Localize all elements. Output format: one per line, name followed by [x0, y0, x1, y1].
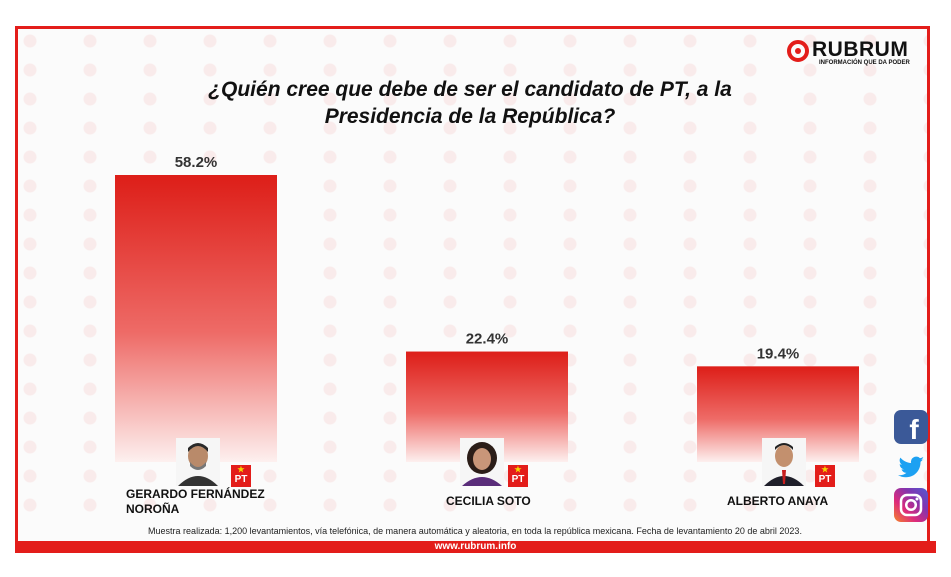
candidate-name-norona: GERARDO FERNÁNDEZ NOROÑA	[126, 487, 265, 516]
brand-tagline: INFORMACIÓN QUE DA PODER	[819, 60, 910, 66]
instagram-icon[interactable]	[894, 488, 928, 522]
rubrum-logo: RUBRUM INFORMACIÓN QUE DA PODER	[787, 38, 927, 68]
rubrum-logo-icon	[787, 40, 809, 62]
methodology-note: Muestra realizada: 1,200 levantamientos,…	[148, 526, 802, 536]
chart-title: ¿Quién cree que debe de ser el candidato…	[140, 76, 800, 130]
star-icon: ★	[821, 465, 829, 474]
svg-text:f: f	[909, 414, 919, 444]
bar-value-label-2: 22.4%	[466, 331, 509, 348]
chart-title-line2: Presidencia de la República?	[324, 105, 616, 128]
footer-url[interactable]: www.rubrum.info	[434, 541, 517, 552]
bar-1	[115, 175, 277, 462]
candidate-photo-norona	[176, 438, 220, 486]
pt-party-logo: ★ PT	[508, 465, 528, 487]
bar-value-label-3: 19.4%	[757, 345, 800, 362]
candidate-name-soto: CECILIA SOTO	[446, 494, 531, 508]
chart-title-line1: ¿Quién cree que debe de ser el candidato…	[208, 78, 732, 101]
star-icon: ★	[237, 465, 245, 474]
bar-value-label-1: 58.2%	[175, 154, 218, 171]
brand-name: RUBRUM	[812, 38, 909, 61]
candidate-photo-soto	[460, 438, 504, 486]
candidate-photo-anaya	[762, 438, 806, 486]
pt-party-logo: ★ PT	[815, 465, 835, 487]
footer-bar	[15, 541, 936, 553]
pt-party-logo: ★ PT	[231, 465, 251, 487]
star-icon: ★	[514, 465, 522, 474]
facebook-icon[interactable]: f	[894, 410, 928, 445]
twitter-icon[interactable]	[894, 450, 928, 484]
candidate-name-anaya: ALBERTO ANAYA	[727, 494, 829, 508]
